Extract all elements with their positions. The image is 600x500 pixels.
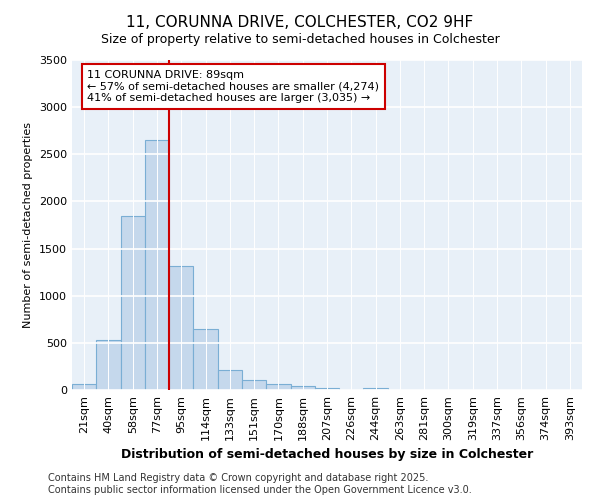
Bar	[242, 380, 266, 390]
Bar	[364, 388, 388, 390]
Bar	[96, 340, 121, 390]
X-axis label: Distribution of semi-detached houses by size in Colchester: Distribution of semi-detached houses by …	[121, 448, 533, 462]
Text: Size of property relative to semi-detached houses in Colchester: Size of property relative to semi-detach…	[101, 32, 499, 46]
Bar	[266, 384, 290, 390]
Bar	[218, 370, 242, 390]
Y-axis label: Number of semi-detached properties: Number of semi-detached properties	[23, 122, 34, 328]
Bar	[290, 386, 315, 390]
Bar	[169, 266, 193, 390]
Bar	[72, 384, 96, 390]
Bar	[315, 388, 339, 390]
Text: 11, CORUNNA DRIVE, COLCHESTER, CO2 9HF: 11, CORUNNA DRIVE, COLCHESTER, CO2 9HF	[127, 15, 473, 30]
Bar	[193, 329, 218, 390]
Bar	[145, 140, 169, 390]
Text: 11 CORUNNA DRIVE: 89sqm
← 57% of semi-detached houses are smaller (4,274)
41% of: 11 CORUNNA DRIVE: 89sqm ← 57% of semi-de…	[88, 70, 379, 103]
Bar	[121, 216, 145, 390]
Text: Contains HM Land Registry data © Crown copyright and database right 2025.
Contai: Contains HM Land Registry data © Crown c…	[48, 474, 472, 495]
